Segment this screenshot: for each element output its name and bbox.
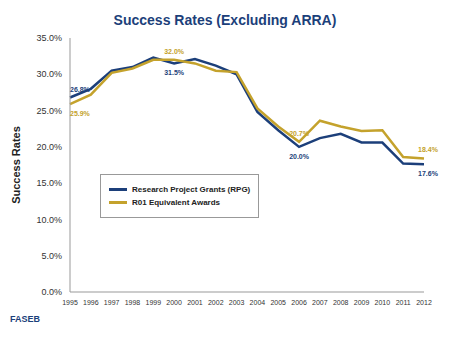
html-text:R01 Equivalent Awards: R01 Equivalent Awards bbox=[132, 198, 220, 207]
html-text:Research Project Grants (RPG): Research Project Grants (RPG) bbox=[132, 185, 251, 194]
svg-text:20.0%: 20.0% bbox=[36, 142, 62, 152]
svg-text:2002: 2002 bbox=[208, 299, 224, 306]
svg-text:20.7%: 20.7% bbox=[289, 130, 310, 137]
html-text:Success Rates (Excluding ARRA): Success Rates (Excluding ARRA) bbox=[113, 12, 337, 28]
svg-text:18.4%: 18.4% bbox=[418, 146, 439, 153]
svg-text:1999: 1999 bbox=[146, 299, 162, 306]
svg-text:31.5%: 31.5% bbox=[164, 69, 185, 76]
svg-text:Success Rates: Success Rates bbox=[10, 126, 22, 204]
svg-text:2004: 2004 bbox=[250, 299, 266, 306]
svg-text:2007: 2007 bbox=[312, 299, 328, 306]
svg-text:2010: 2010 bbox=[375, 299, 391, 306]
svg-text:0.0%: 0.0% bbox=[41, 287, 62, 297]
svg-text:2000: 2000 bbox=[166, 299, 182, 306]
svg-text:1997: 1997 bbox=[104, 299, 120, 306]
svg-text:17.6%: 17.6% bbox=[418, 170, 439, 177]
svg-text:2012: 2012 bbox=[416, 299, 432, 306]
svg-text:35.0%: 35.0% bbox=[36, 33, 62, 43]
svg-text:26.8%: 26.8% bbox=[70, 86, 91, 93]
svg-text:25.0%: 25.0% bbox=[36, 106, 62, 116]
svg-text:1996: 1996 bbox=[83, 299, 99, 306]
html-text:FASEB: FASEB bbox=[10, 314, 40, 324]
svg-text:2003: 2003 bbox=[229, 299, 245, 306]
svg-text:30.0%: 30.0% bbox=[36, 69, 62, 79]
svg-text:1998: 1998 bbox=[125, 299, 141, 306]
svg-text:2005: 2005 bbox=[270, 299, 286, 306]
svg-text:2001: 2001 bbox=[187, 299, 203, 306]
svg-text:1995: 1995 bbox=[62, 299, 78, 306]
svg-text:32.0%: 32.0% bbox=[164, 48, 185, 55]
svg-text:2006: 2006 bbox=[291, 299, 307, 306]
svg-text:5.0%: 5.0% bbox=[41, 251, 62, 261]
svg-text:2008: 2008 bbox=[333, 299, 349, 306]
svg-text:2009: 2009 bbox=[354, 299, 370, 306]
svg-text:15.0%: 15.0% bbox=[36, 178, 62, 188]
svg-text:10.0%: 10.0% bbox=[36, 215, 62, 225]
svg-text:2011: 2011 bbox=[396, 299, 411, 306]
svg-text:25.9%: 25.9% bbox=[70, 110, 91, 117]
svg-text:20.0%: 20.0% bbox=[289, 153, 310, 160]
